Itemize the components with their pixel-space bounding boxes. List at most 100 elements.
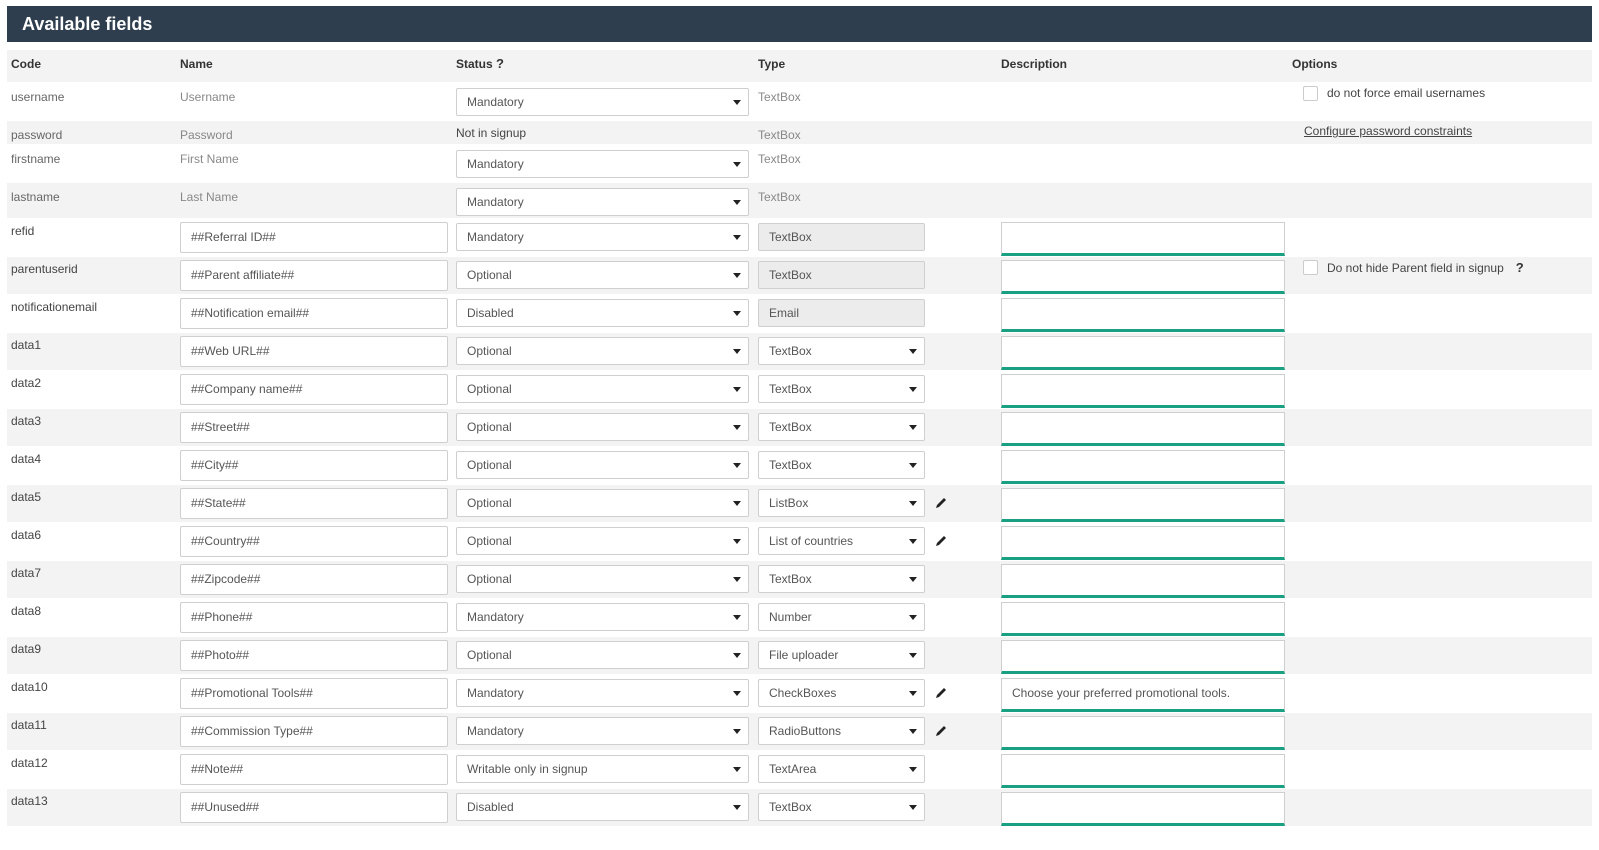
help-icon[interactable]: ? [1515,260,1524,275]
status-select[interactable]: Optional [456,489,749,517]
status-select[interactable]: Mandatory [456,603,749,631]
type-select[interactable]: TextBox [758,337,925,365]
field-name-input[interactable]: ##Photo## [180,640,448,671]
configure-password-link[interactable]: Configure password constraints [1304,124,1473,138]
type-field-disabled: TextBox [758,261,925,289]
available-fields-panel: Available fields Code Name Status ? Type… [7,6,1592,826]
table-row: lastname Last Name Mandatory TextBox [7,182,1592,218]
status-select[interactable]: Optional [456,261,749,289]
description-input[interactable] [1001,336,1285,370]
field-name-input[interactable]: ##Note## [180,754,448,785]
description-input[interactable] [1001,412,1285,446]
field-name-input[interactable]: ##Unused## [180,792,448,823]
chevron-down-icon [909,463,917,468]
type-select[interactable]: TextBox [758,793,925,821]
field-name-input[interactable]: ##City## [180,450,448,481]
status-select[interactable]: Mandatory [456,188,749,216]
status-select[interactable]: Disabled [456,299,749,327]
field-code: data8 [11,604,42,618]
pencil-icon[interactable] [934,686,948,700]
type-select[interactable]: TextBox [758,451,925,479]
status-select[interactable]: Mandatory [456,223,749,251]
field-name-input[interactable]: ##Country## [180,526,448,557]
status-select[interactable]: Mandatory [456,150,749,178]
type-select[interactable]: List of countries [758,527,925,555]
status-select[interactable]: Mandatory [456,88,749,116]
status-select[interactable]: Optional [456,451,749,479]
description-input[interactable] [1001,564,1285,598]
status-value: Mandatory [467,195,524,209]
description-input[interactable] [1001,526,1285,560]
chevron-down-icon [733,577,741,582]
description-input[interactable] [1001,640,1285,674]
status-select[interactable]: Mandatory [456,717,749,745]
status-select[interactable]: Optional [456,565,749,593]
pencil-icon[interactable] [934,496,948,510]
status-value: Disabled [467,800,514,814]
field-code: username [11,90,65,104]
status-select[interactable]: Optional [456,337,749,365]
status-select[interactable]: Disabled [456,793,749,821]
description-input[interactable] [1001,488,1285,522]
table-row: data12 ##Note## Writable only in signup Tex… [7,750,1592,788]
status-value: Mandatory [467,724,524,738]
option-checkbox[interactable] [1303,260,1318,275]
field-name-input[interactable]: ##Commission Type## [180,716,448,747]
description-input[interactable] [1001,260,1285,294]
status-select[interactable]: Writable only in signup [456,755,749,783]
field-name-input[interactable]: ##Web URL## [180,336,448,367]
field-type: TextBox [758,128,801,142]
field-code: data12 [11,756,48,770]
field-code: notificationemail [11,300,98,314]
type-select[interactable]: ListBox [758,489,925,517]
field-name-input[interactable]: ##Parent affiliate## [180,260,448,291]
table-row: data1 ##Web URL## Optional TextBox [7,332,1592,370]
field-name-input[interactable]: ##State## [180,488,448,519]
pencil-icon[interactable] [934,534,948,548]
status-select[interactable]: Optional [456,375,749,403]
field-name-input[interactable]: ##Promotional Tools## [180,678,448,709]
option-checkbox[interactable] [1303,86,1318,101]
type-select[interactable]: File uploader [758,641,925,669]
option-checkbox-label: Do not hide Parent field in signup? [1327,260,1524,275]
chevron-down-icon [733,539,741,544]
status-value: Optional [467,496,512,510]
status-value: Mandatory [467,95,524,109]
type-select[interactable]: TextBox [758,413,925,441]
field-name-input[interactable]: ##Referral ID## [180,222,448,253]
type-select[interactable]: RadioButtons [758,717,925,745]
chevron-down-icon [733,767,741,772]
table-row: data8 ##Phone## Mandatory Number [7,598,1592,636]
type-select[interactable]: TextBox [758,565,925,593]
description-input[interactable] [1001,450,1285,484]
field-name: Username [180,90,236,104]
status-help-icon[interactable]: ? [496,56,504,71]
field-name-input[interactable]: ##Notification email## [180,298,448,329]
pencil-icon[interactable] [934,724,948,738]
field-name-input[interactable]: ##Phone## [180,602,448,633]
status-select[interactable]: Optional [456,413,749,441]
field-name-input[interactable]: ##Company name## [180,374,448,405]
description-input[interactable] [1001,754,1285,788]
type-select[interactable]: CheckBoxes [758,679,925,707]
type-select[interactable]: Number [758,603,925,631]
description-input[interactable]: Choose your preferred promotional tools. [1001,678,1285,712]
description-input[interactable] [1001,716,1285,750]
description-input[interactable] [1001,298,1285,332]
field-name-input[interactable]: ##Zipcode## [180,564,448,595]
description-input[interactable] [1001,602,1285,636]
status-select[interactable]: Optional [456,527,749,555]
type-value: TextBox [769,420,812,434]
type-field-disabled: TextBox [758,223,925,251]
type-select[interactable]: TextBox [758,375,925,403]
table-row: password Password Not in signup TextBox Conf… [7,120,1592,144]
chevron-down-icon [909,653,917,658]
type-select[interactable]: TextArea [758,755,925,783]
status-select[interactable]: Mandatory [456,679,749,707]
description-input[interactable] [1001,222,1285,256]
field-name-input[interactable]: ##Street## [180,412,448,443]
description-input[interactable] [1001,374,1285,408]
description-input[interactable] [1001,792,1285,826]
status-value: Mandatory [467,686,524,700]
status-select[interactable]: Optional [456,641,749,669]
